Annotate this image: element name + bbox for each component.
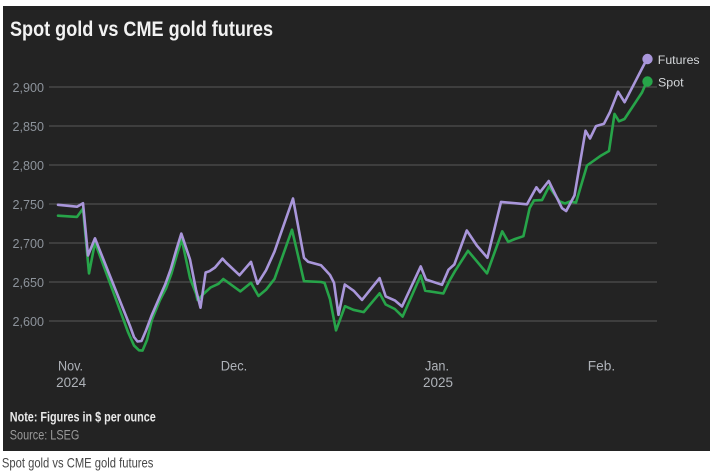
svg-text:Dec.: Dec. [221, 358, 248, 373]
svg-text:Spot: Spot [658, 76, 684, 90]
svg-text:Note: Figures in $ per ounce: Note: Figures in $ per ounce [10, 410, 156, 425]
svg-text:Futures: Futures [658, 53, 700, 67]
svg-text:Nov.: Nov. [58, 358, 83, 373]
svg-text:Spot gold vs CME gold futures: Spot gold vs CME gold futures [10, 17, 273, 41]
svg-text:2,650: 2,650 [13, 275, 45, 290]
svg-text:Source: LSEG: Source: LSEG [10, 428, 80, 443]
svg-text:2,750: 2,750 [13, 197, 45, 212]
svg-text:2,850: 2,850 [13, 119, 45, 134]
svg-text:2,600: 2,600 [13, 314, 45, 329]
svg-text:Jan.: Jan. [425, 358, 449, 373]
svg-text:2024: 2024 [56, 375, 86, 390]
svg-text:2,900: 2,900 [13, 80, 45, 95]
svg-text:2,700: 2,700 [13, 236, 45, 251]
svg-text:Spot gold vs CME gold futures: Spot gold vs CME gold futures [2, 455, 154, 471]
svg-text:2,800: 2,800 [13, 158, 45, 173]
svg-text:Feb.: Feb. [588, 358, 616, 373]
svg-text:2025: 2025 [423, 375, 453, 390]
